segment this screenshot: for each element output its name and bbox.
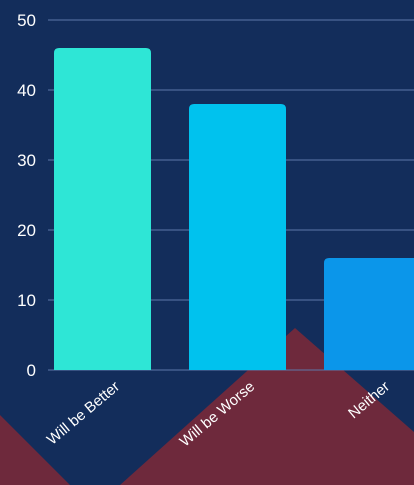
decorative-background-shape <box>120 328 414 485</box>
decorative-background-shape <box>0 415 70 485</box>
bar-will-be-better[interactable] <box>54 48 151 370</box>
bar-will-be-worse[interactable] <box>189 104 286 370</box>
y-tick-label: 10 <box>17 291 36 310</box>
bars <box>54 48 414 370</box>
y-tick-label: 30 <box>17 151 36 170</box>
bar-neither[interactable] <box>324 258 414 370</box>
y-tick-label: 50 <box>17 11 36 30</box>
y-axis-ticks: 0 10 20 30 40 50 <box>17 11 36 380</box>
y-tick-label: 40 <box>17 81 36 100</box>
x-tick-label: Will be Better <box>44 378 123 448</box>
y-tick-label: 20 <box>17 221 36 240</box>
y-tick-label: 0 <box>27 361 36 380</box>
